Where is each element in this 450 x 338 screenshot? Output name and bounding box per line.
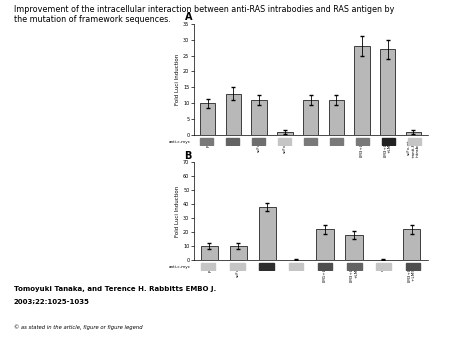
Bar [200,103,216,135]
Y-axis label: Fold Luci Induction: Fold Luci Induction [176,186,180,237]
Bar [252,138,265,145]
Bar [405,263,420,270]
Text: anti-c-myc: anti-c-myc [169,140,191,144]
Bar [354,46,369,135]
Text: JOURNAL: JOURNAL [364,316,389,321]
Bar [277,132,292,135]
Bar [328,100,344,135]
Bar [278,138,291,145]
Bar [347,263,362,270]
Bar [382,138,395,145]
Text: B: B [184,150,192,161]
Bar [330,138,343,145]
Bar [230,246,247,260]
Bar [226,138,239,145]
Bar [405,132,421,135]
Bar [376,263,391,270]
Bar [408,138,421,145]
Bar [403,230,420,260]
Bar [201,246,218,260]
Bar [230,263,245,270]
Y-axis label: Fold Luci Induction: Fold Luci Induction [176,54,180,105]
Bar [318,263,333,270]
Bar [200,138,213,145]
Text: © as stated in the article, figure or figure legend: © as stated in the article, figure or fi… [14,324,142,330]
Bar [303,100,318,135]
Text: Improvement of the intracellular interaction between anti-RAS intrabodies and RA: Improvement of the intracellular interac… [14,5,394,14]
Text: EMBO: EMBO [362,304,392,313]
Bar [304,138,317,145]
Bar [225,94,241,135]
Text: Tomoyuki Tanaka, and Terence H. Rabbitts EMBO J.: Tomoyuki Tanaka, and Terence H. Rabbitts… [14,286,216,292]
Bar [316,230,333,260]
Bar [356,138,369,145]
Bar [345,235,363,260]
Bar [258,207,276,260]
Bar [380,49,396,135]
Text: the mutation of framework sequences.: the mutation of framework sequences. [14,15,170,24]
Text: 2003;22:1025-1035: 2003;22:1025-1035 [14,299,90,305]
Bar [259,263,274,270]
Text: A: A [184,12,192,22]
Text: THE: THE [371,296,382,301]
Bar [252,100,267,135]
Bar [201,263,216,270]
Bar [288,263,303,270]
Text: anti-c-myc: anti-c-myc [169,265,191,269]
